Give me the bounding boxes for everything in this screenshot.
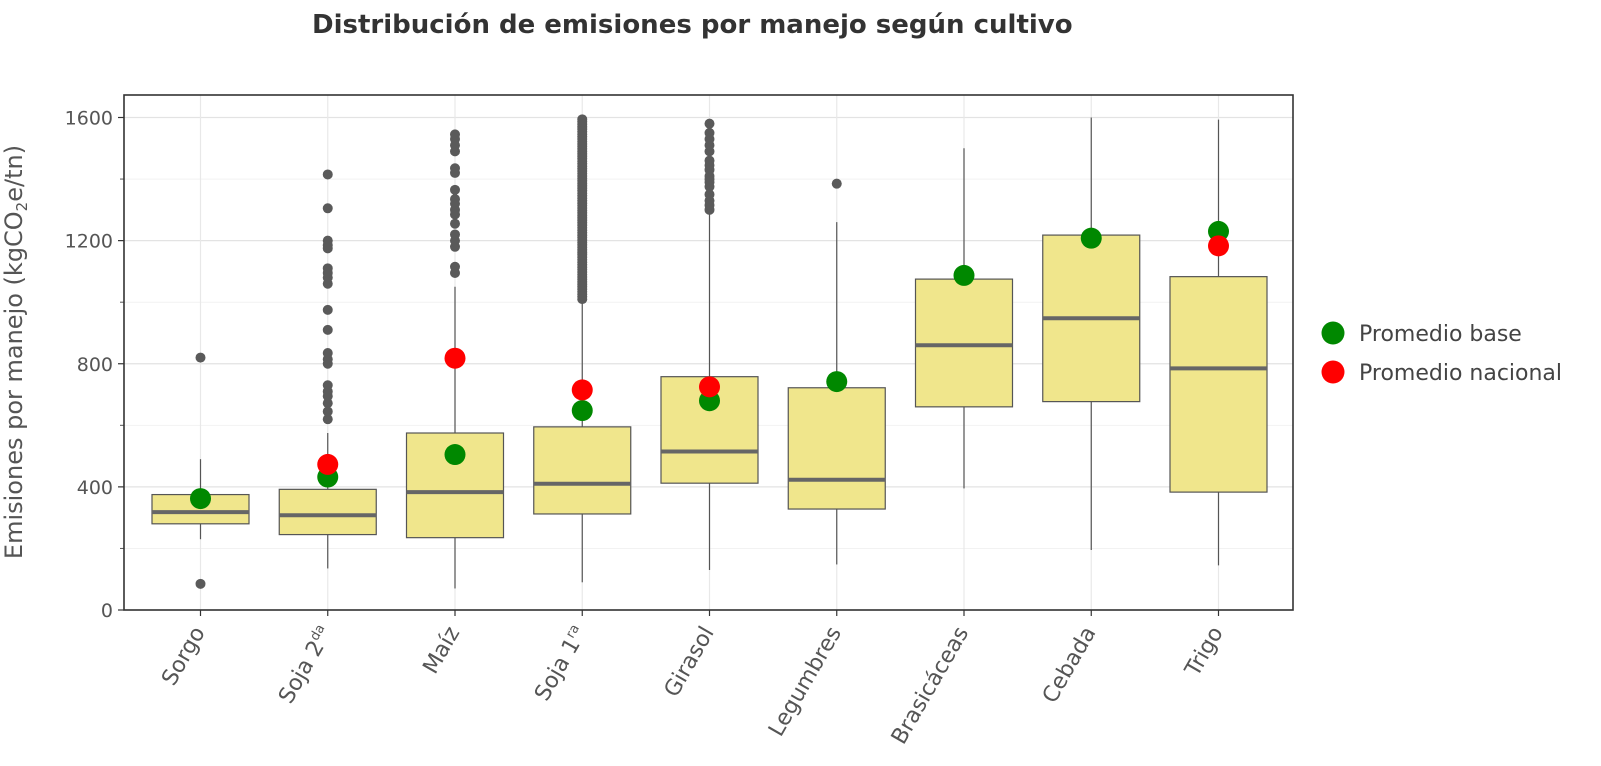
y-axis: 0 400 800 1200 1600 <box>65 108 124 622</box>
x-tick-label-text: Brasicáceas <box>887 623 974 749</box>
box-cebada <box>1042 117 1141 550</box>
promedio-base-point <box>444 444 466 466</box>
y-axis-title: Emisiones por manejo (kgCO2e/tn) <box>0 145 31 559</box>
x-tick-label: Legumbres <box>764 623 847 741</box>
y-tick-label: 800 <box>77 354 113 376</box>
x-tick-label-text: Girasol <box>660 623 720 702</box>
x-tick-label-text: Soja 2 <box>274 637 330 708</box>
x-tick-label: Cebada <box>1038 623 1102 708</box>
legend-marker <box>1321 360 1345 384</box>
outlier-point <box>450 261 460 272</box>
x-tick-label-text: Legumbres <box>764 623 847 741</box>
x-tick-label-superscript: ra <box>563 622 583 641</box>
box-brasicáceas <box>914 148 1014 489</box>
box-girasol <box>660 118 759 570</box>
promedio-nacional-point <box>317 453 339 475</box>
legend: Promedio base Promedio nacional <box>1321 321 1562 386</box>
outlier-point <box>450 194 460 205</box>
y-tick-label: 1600 <box>65 108 113 130</box>
outlier-point <box>322 169 333 180</box>
outlier-point <box>322 347 333 358</box>
outlier-point <box>450 163 460 174</box>
outlier-point <box>577 114 588 125</box>
box-trigo <box>1169 119 1268 566</box>
chart-title: Distribución de emisiones por manejo seg… <box>312 10 1073 40</box>
outlier-point <box>322 398 333 409</box>
x-tick-label: Soja 1ra <box>529 622 592 705</box>
promedio-base-point <box>1080 227 1102 249</box>
y-tick-label: 1200 <box>65 231 113 253</box>
outlier-point <box>195 352 206 363</box>
legend-label: Promedio base <box>1359 322 1522 347</box>
x-tick-label: Soja 2da <box>273 622 338 708</box>
box-iqr <box>533 426 632 515</box>
outlier-point <box>322 263 333 274</box>
box-maíz <box>405 129 505 589</box>
outlier-point <box>450 229 460 240</box>
boxes <box>151 114 1268 589</box>
promedio-base-point <box>1208 220 1229 242</box>
y-axis-title-part: Emisiones por manejo (kgCO <box>0 211 28 559</box>
x-tick-label-text: Sorgo <box>157 623 210 691</box>
y-tick-label: 400 <box>77 477 113 499</box>
promedio-base-point <box>953 264 975 286</box>
box-iqr <box>914 278 1014 408</box>
box-iqr <box>278 488 377 536</box>
promedio-nacional-point <box>1208 235 1229 257</box>
promedio-base-point <box>826 371 848 393</box>
outlier-point <box>704 127 715 138</box>
promedio-nacional-point <box>699 376 720 398</box>
outlier-point <box>704 189 715 200</box>
x-tick-label-text: Soja 1 <box>530 634 586 705</box>
promedio-base-point <box>571 400 593 422</box>
y-axis-label: Emisiones por manejo (kgCO2e/tn) <box>0 145 31 559</box>
x-tick-label: Girasol <box>660 623 720 702</box>
x-tick-label-superscript: da <box>307 622 328 644</box>
outlier-point <box>704 155 715 166</box>
outlier-point <box>322 304 333 315</box>
x-tick-label: Brasicáceas <box>887 623 974 749</box>
box-iqr <box>787 387 886 510</box>
x-tick-label-text: Maíz <box>418 623 465 679</box>
mean-points <box>190 220 1229 510</box>
x-tick-label-text: Cebada <box>1038 623 1102 708</box>
outlier-point <box>195 578 206 589</box>
promedio-nacional-point <box>571 379 593 401</box>
box-iqr <box>1169 276 1268 493</box>
outlier-point <box>704 118 715 129</box>
x-tick-label: Maíz <box>418 623 465 679</box>
plot-border <box>123 94 1294 611</box>
y-axis-title-part: e/tn) <box>0 145 28 202</box>
outlier-point <box>322 235 333 246</box>
y-tick-label: 0 <box>101 600 113 622</box>
x-tick-label: Trigo <box>1180 623 1229 682</box>
outlier-point <box>322 414 333 425</box>
outlier-point <box>322 324 333 335</box>
y-axis-title-subscript: 2 <box>13 202 31 212</box>
outlier-point <box>831 178 842 189</box>
promedio-base-point <box>190 488 211 510</box>
x-tick-label: Sorgo <box>157 623 210 691</box>
outlier-point <box>322 406 333 417</box>
outlier-point <box>450 184 460 195</box>
legend-label: Promedio nacional <box>1359 361 1562 386</box>
promedio-nacional-point <box>444 347 466 369</box>
outlier-point <box>450 129 460 140</box>
x-tick-label-text: Trigo <box>1180 623 1229 682</box>
outlier-point <box>322 203 333 214</box>
legend-marker <box>1321 321 1345 345</box>
box-soja-1ra <box>533 114 632 583</box>
x-axis: Sorgo Soja 2da Maíz Soja 1ra Girasol Legumbre… <box>157 610 1229 749</box>
outlier-point <box>450 218 460 229</box>
outlier-point <box>322 380 333 391</box>
